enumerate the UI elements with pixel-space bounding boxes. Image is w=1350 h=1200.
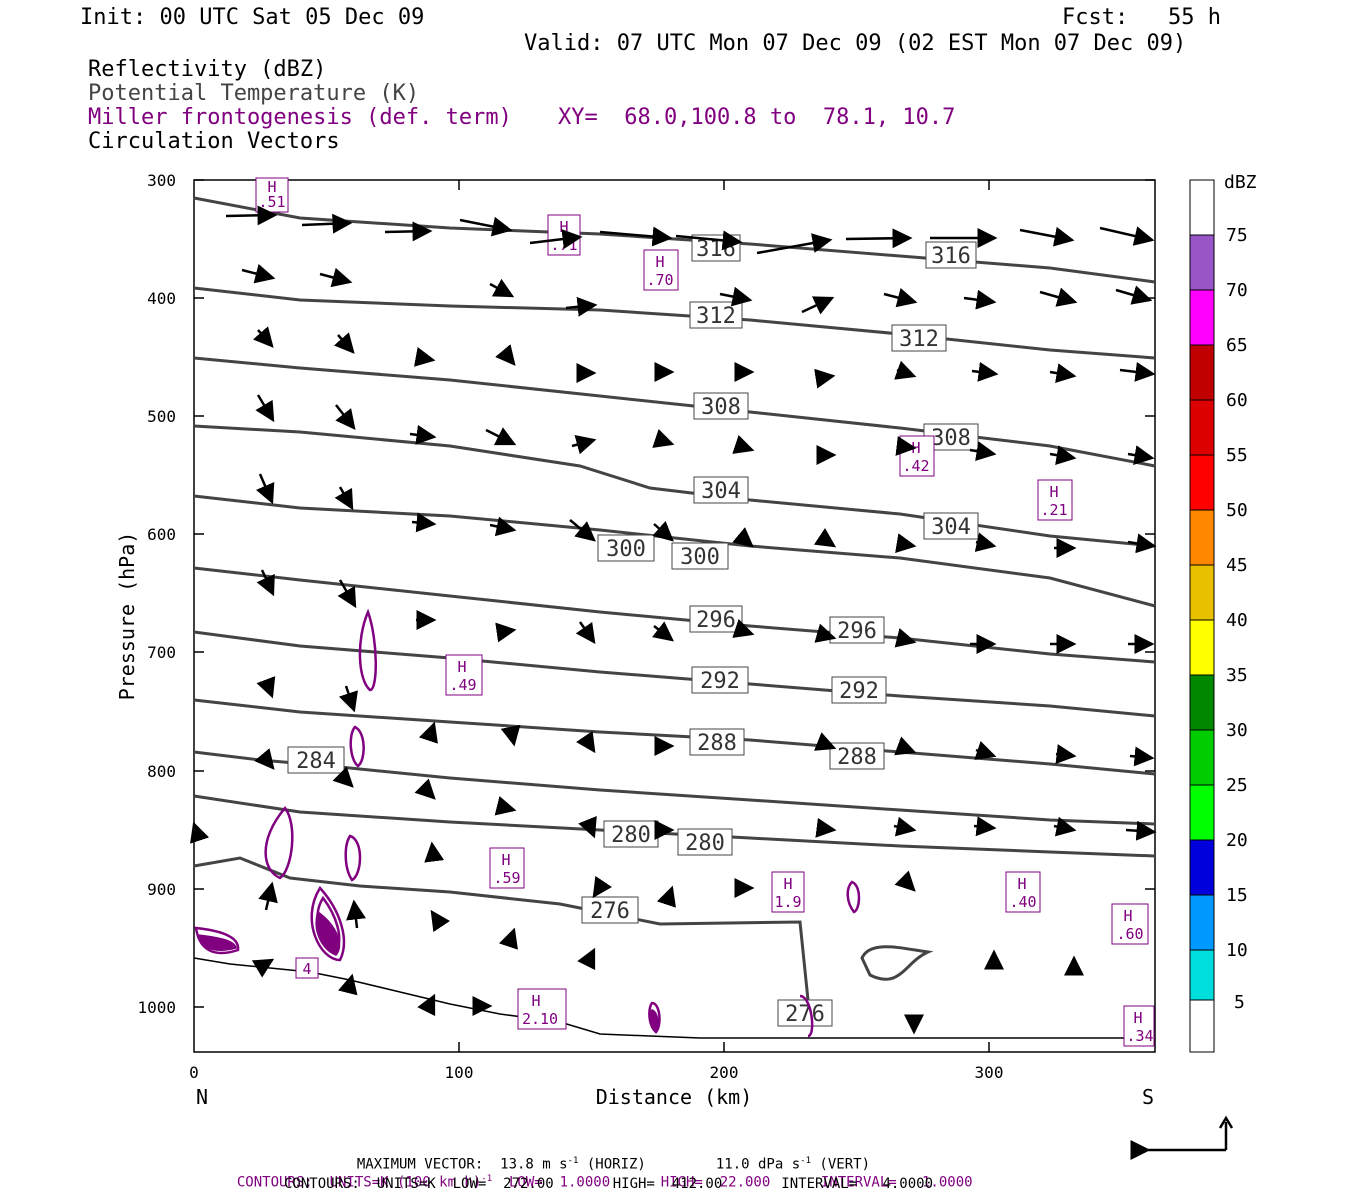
colorbar-label: 75 — [1226, 225, 1248, 246]
y-tick-label: 1000 — [137, 998, 176, 1017]
miller-max-value: 2.10 — [522, 1010, 558, 1028]
y-tick-label: 500 — [147, 407, 176, 426]
miller-max-h: H — [783, 875, 792, 893]
theta-label: 308 — [931, 426, 971, 451]
x-axis-label: Distance (km) — [596, 1085, 753, 1109]
colorbar-label: 50 — [1226, 500, 1248, 521]
y-tick-label: 700 — [147, 643, 176, 662]
miller-max-h: H — [501, 851, 510, 869]
theta-label: 312 — [696, 304, 736, 329]
theta-label: 292 — [700, 669, 740, 694]
miller-max-value: .59 — [493, 869, 520, 887]
theta-label: 276 — [785, 1002, 825, 1027]
miller-max-value: .34 — [1126, 1027, 1153, 1045]
forecast-hour: Fcst: 55 h — [1062, 5, 1221, 30]
field-vectors: Circulation Vectors — [88, 129, 340, 154]
valid-time: Valid: 07 UTC Mon 07 Dec 09 (02 EST Mon … — [524, 31, 1187, 56]
field-miller: Miller frontogenesis (def. term) — [88, 105, 512, 130]
colorbar-label: 30 — [1226, 720, 1248, 741]
theta-label: 284 — [296, 749, 336, 774]
theta-contour-info: CONTOURS: UNITS=K LOW= 272.00 HIGH= 412.… — [284, 1176, 934, 1192]
theta-label: 288 — [837, 745, 877, 770]
miller-max-h: H — [1123, 907, 1132, 925]
colorbar-label: 40 — [1226, 610, 1248, 631]
colorbar-label: 60 — [1226, 390, 1248, 411]
theta-label: 300 — [680, 545, 720, 570]
miller-max-h: H — [1017, 875, 1026, 893]
theta-label: 276 — [590, 899, 630, 924]
plot-frame — [193, 179, 1156, 1053]
theta-label: 308 — [701, 395, 741, 420]
theta-contours — [193, 196, 1156, 1001]
theta-label: 312 — [899, 327, 939, 352]
miller-max-h: H — [1049, 483, 1058, 501]
miller-max-value: .40 — [1009, 893, 1036, 911]
colorbar-label: 35 — [1226, 665, 1248, 686]
y-tick-label: 600 — [147, 525, 176, 544]
x-tick-label: 0 — [189, 1063, 199, 1082]
theta-label: 304 — [701, 479, 741, 504]
miller-max-value: .60 — [1116, 925, 1143, 943]
theta-label: 292 — [839, 679, 879, 704]
terrain-line — [193, 957, 1155, 1039]
colorbar-label: 20 — [1226, 830, 1248, 851]
y-axis-label: Pressure (hPa) — [115, 532, 139, 701]
theta-label: 280 — [685, 831, 725, 856]
x-tick-label: 200 — [710, 1063, 739, 1082]
miller-max-h: H — [1133, 1009, 1142, 1027]
miller-contour-info: CONTOURS: UNITS=K (100 km h)-1 LOW= 1.00… — [236, 1174, 973, 1191]
theta-label: 296 — [696, 608, 736, 633]
miller-max-h: H — [267, 178, 276, 196]
x-tick-label: 100 — [445, 1063, 474, 1082]
colorbar-label: 45 — [1226, 555, 1248, 576]
y-tick-label: 800 — [147, 762, 176, 781]
miller-max-h: H — [559, 218, 568, 236]
miller-max-value: .70 — [646, 271, 673, 289]
x-tick-label: 300 — [975, 1063, 1004, 1082]
south-end-label: S — [1142, 1085, 1154, 1109]
colorbar-title: dBZ — [1224, 172, 1257, 193]
colorbar-label: 15 — [1226, 885, 1248, 906]
theta-label: 296 — [837, 619, 877, 644]
init-time: Init: 00 UTC Sat 05 Dec 09 — [80, 5, 425, 30]
theta-label: 300 — [606, 537, 646, 562]
reference-vector-icon — [1130, 1115, 1234, 1160]
theta-label: 280 — [611, 823, 651, 848]
y-tick-label: 300 — [147, 171, 176, 190]
colorbar-label: 70 — [1226, 280, 1248, 301]
y-tick-label: 900 — [147, 880, 176, 899]
miller-max-value: .51 — [258, 193, 285, 211]
circulation-vectors — [190, 205, 1157, 1035]
theta-label: 304 — [931, 515, 971, 540]
field-theta: Potential Temperature (K) — [88, 81, 420, 106]
cross-section-xy: XY= 68.0,100.8 to 78.1, 10.7 — [558, 105, 956, 130]
theta-label: 288 — [697, 731, 737, 756]
colorbar-label: 5 — [1234, 992, 1245, 1013]
miller-max-value: 1.9 — [774, 893, 801, 911]
colorbar-label: 25 — [1226, 775, 1248, 796]
miller-max-value: .21 — [1040, 501, 1067, 519]
miller-max-h: H — [655, 253, 664, 271]
max-vector-text: MAXIMUM VECTOR: 13.8 m s-1 (HORIZ) 11.0 d… — [356, 1156, 871, 1173]
dbz-colorbar — [1189, 179, 1215, 1053]
miller-max-value: .42 — [902, 457, 929, 475]
field-reflectivity: Reflectivity (dBZ) — [88, 57, 327, 82]
north-end-label: N — [196, 1085, 208, 1109]
colorbar-label: 65 — [1226, 335, 1248, 356]
y-tick-label: 400 — [147, 289, 176, 308]
miller-contours — [194, 608, 861, 1038]
miller-max-h: H — [457, 658, 466, 676]
theta-label: 316 — [931, 244, 971, 269]
miller-max-value: .49 — [449, 676, 476, 694]
miller-contour-label: 4 — [302, 960, 311, 978]
colorbar-label: 55 — [1226, 445, 1248, 466]
colorbar-label: 10 — [1226, 940, 1248, 961]
miller-max-h: H — [531, 992, 540, 1010]
